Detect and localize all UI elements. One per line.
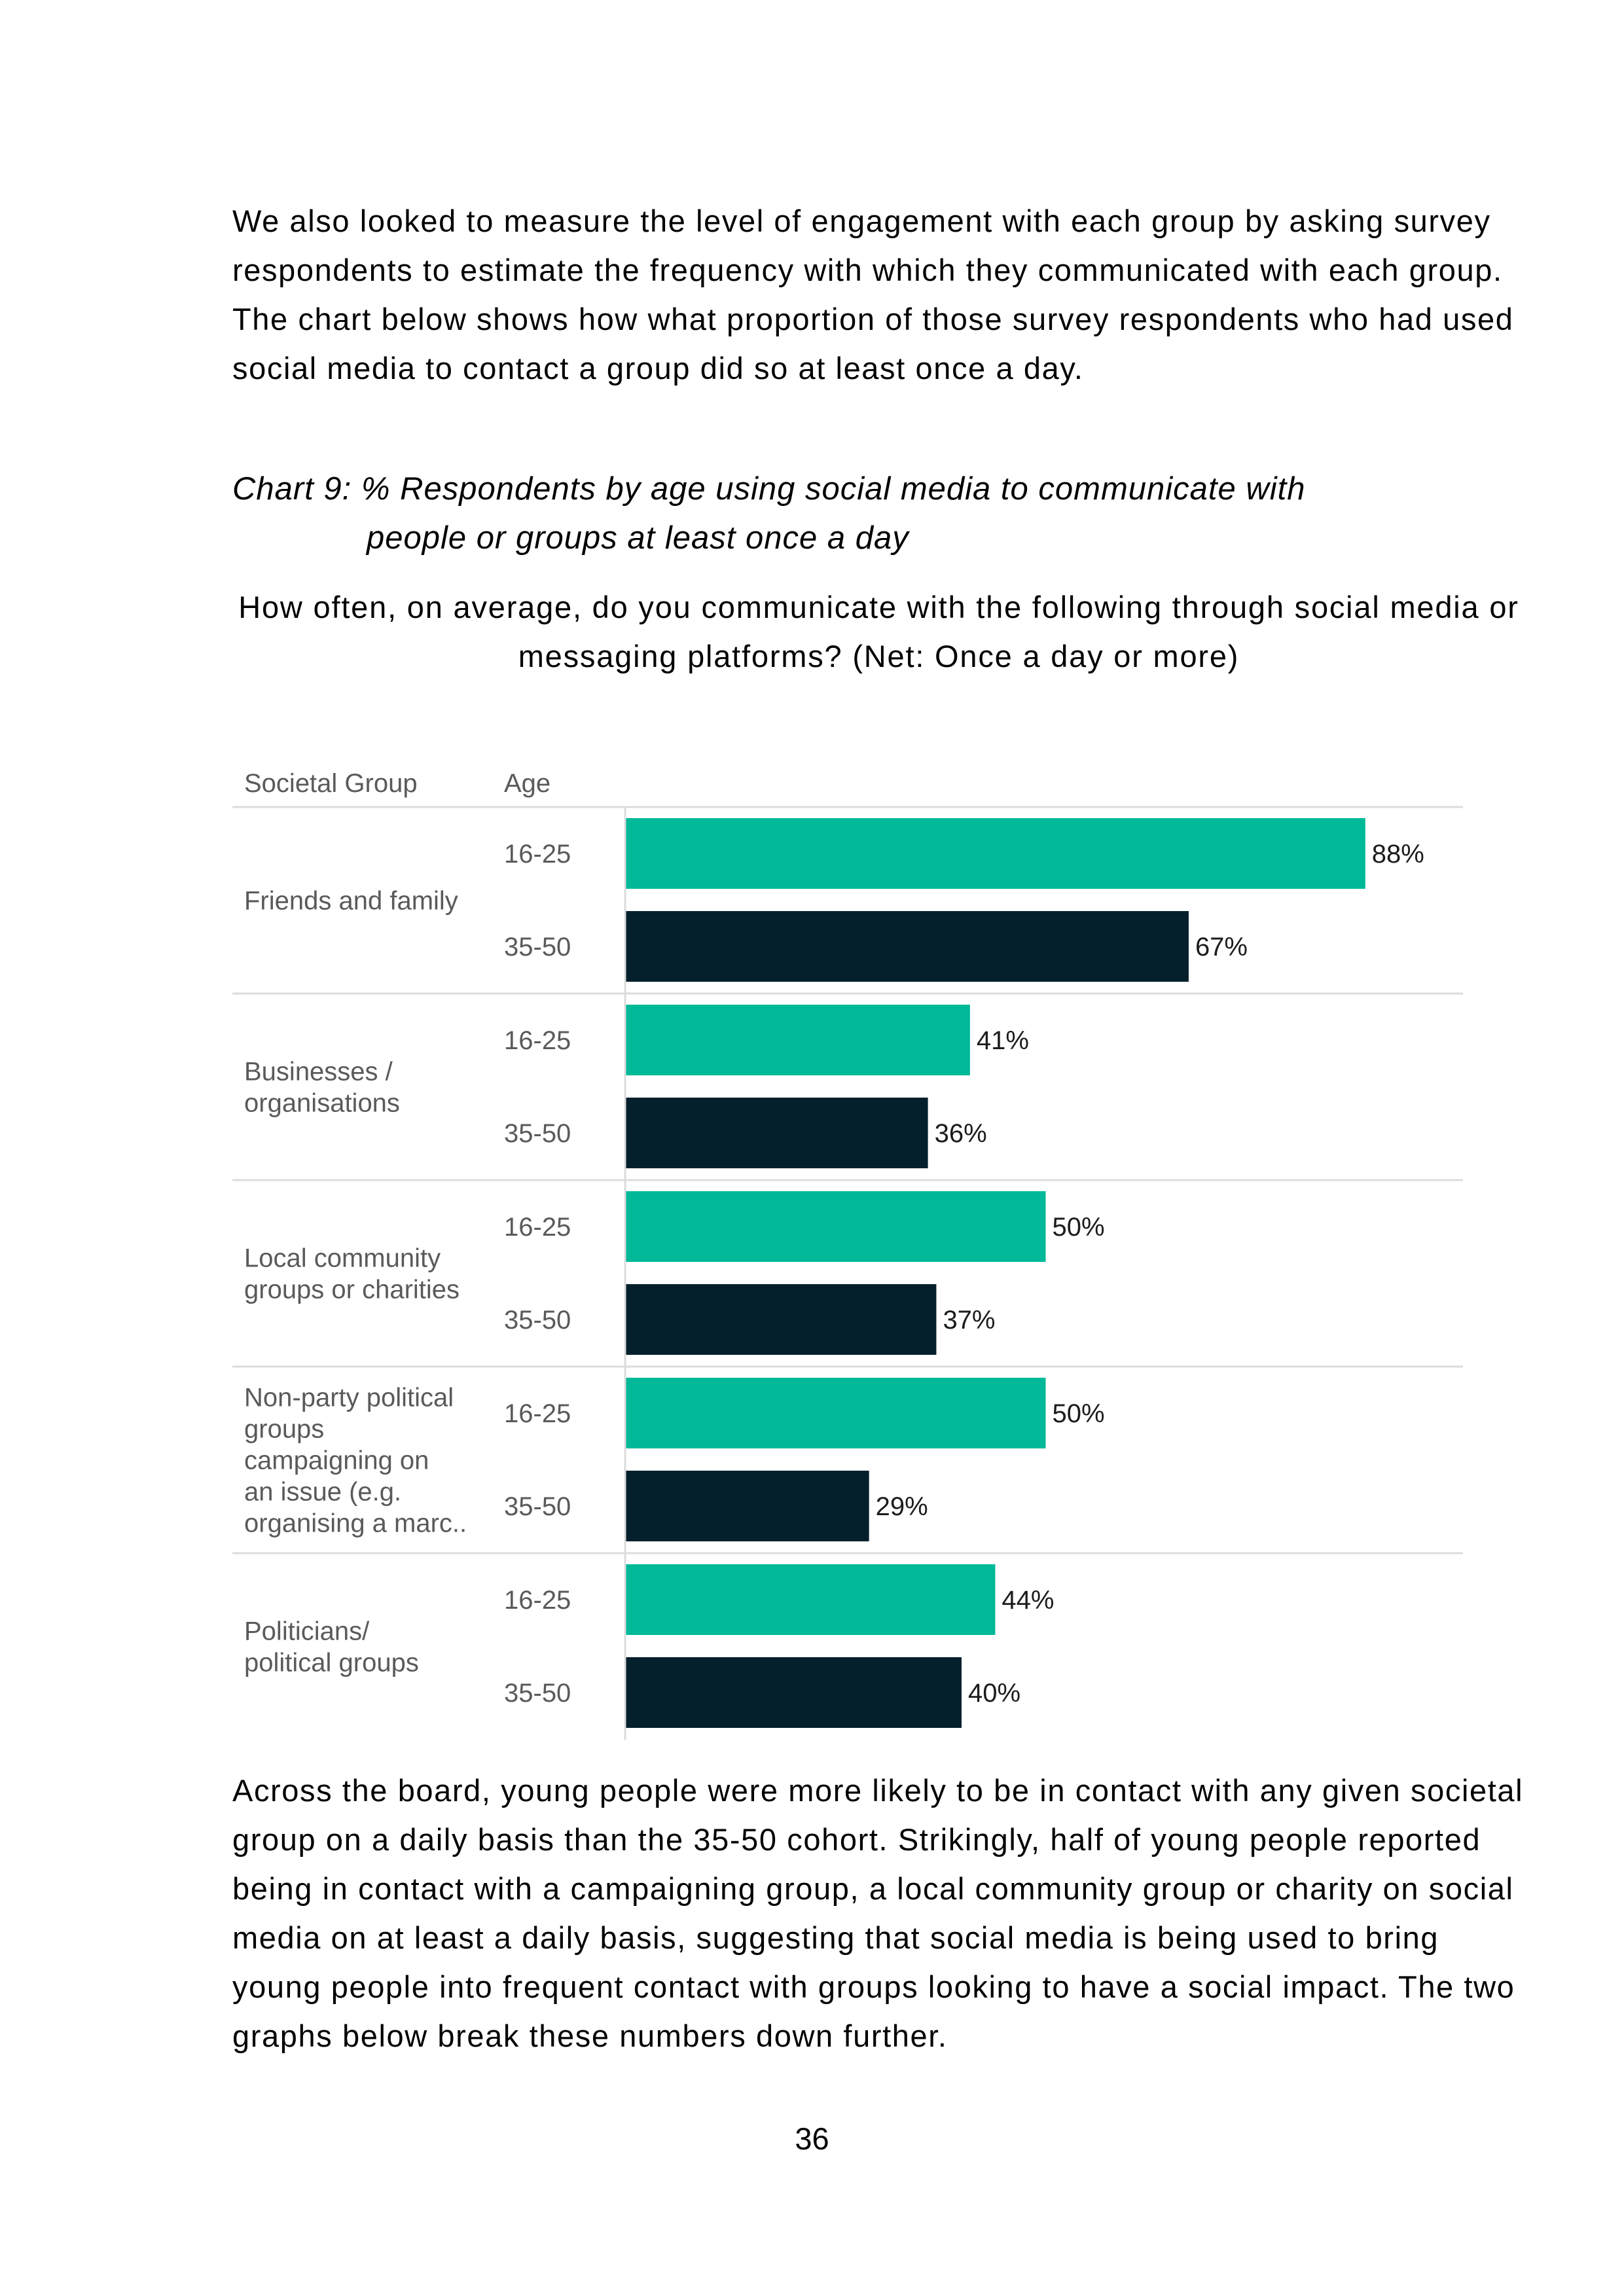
group-label-line: an issue (e.g. — [244, 1478, 401, 1507]
outro-paragraph: Across the board, young people were more… — [232, 1773, 1524, 2053]
chart-caption-line-1: Chart 9: % Respondents by age using soci… — [232, 471, 1306, 507]
column-header-age: Age — [504, 769, 550, 798]
group-label-line: Non-party political — [244, 1384, 454, 1412]
age-label: 35-50 — [504, 933, 571, 961]
bar — [625, 1191, 1046, 1262]
age-label: 35-50 — [504, 1679, 571, 1708]
group-label-line: Friends and family — [244, 887, 458, 916]
age-label: 16-25 — [504, 1399, 571, 1428]
age-label: 16-25 — [504, 1586, 571, 1615]
bar-value-label: 40% — [968, 1679, 1020, 1708]
bar-value-label: 67% — [1195, 933, 1248, 961]
bar — [625, 1471, 869, 1541]
intro-paragraph: We also looked to measure the level of e… — [232, 204, 1514, 386]
bar-value-label: 41% — [977, 1026, 1029, 1055]
bar — [625, 1005, 970, 1075]
group-label-line: groups or charities — [244, 1276, 460, 1304]
bar — [625, 818, 1365, 889]
chart-question: How often, on average, do you communicat… — [238, 590, 1519, 673]
column-header-societal-group: Societal Group — [244, 769, 418, 798]
bar — [625, 1098, 928, 1168]
bar — [625, 1564, 996, 1635]
bar-value-label: 88% — [1372, 840, 1424, 869]
group-label-line: campaigning on — [244, 1446, 429, 1475]
bar-value-label: 50% — [1053, 1213, 1105, 1242]
group-label-line: Local community — [244, 1244, 441, 1273]
page-number: 36 — [795, 2121, 829, 2156]
bar-chart: Societal Group Age Friends and family 16-25… — [232, 769, 1463, 1740]
age-label: 35-50 — [504, 1492, 571, 1521]
age-label: 35-50 — [504, 1306, 571, 1335]
bar-value-label: 37% — [943, 1306, 995, 1335]
bar-value-label: 44% — [1001, 1586, 1054, 1615]
group-label-line: Businesses / — [244, 1058, 393, 1086]
age-label: 16-25 — [504, 1213, 571, 1242]
bar-value-label: 29% — [876, 1492, 928, 1521]
age-label: 35-50 — [504, 1119, 571, 1148]
chart-caption-line-2: people or groups at least once a day — [367, 520, 909, 556]
group-label-line: groups — [244, 1415, 324, 1444]
bar — [625, 1378, 1046, 1448]
group-label-line: Politicians/ — [244, 1617, 370, 1646]
group-label-line: organising a marc.. — [244, 1509, 467, 1538]
group-label-line: organisations — [244, 1089, 400, 1118]
group-label-line: political groups — [244, 1649, 419, 1677]
bar — [625, 911, 1189, 982]
bar-value-label: 50% — [1053, 1399, 1105, 1428]
bar-value-label: 36% — [935, 1119, 987, 1148]
age-label: 16-25 — [504, 840, 571, 869]
bar — [625, 1284, 937, 1355]
age-label: 16-25 — [504, 1026, 571, 1055]
chart-caption: Chart 9: % Respondents by age using soci… — [232, 465, 1528, 563]
bar — [625, 1657, 962, 1728]
